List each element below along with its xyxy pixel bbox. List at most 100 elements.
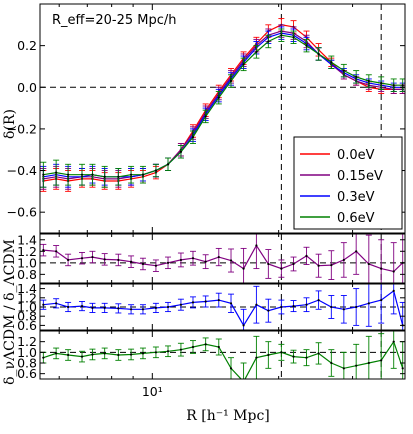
data-point (292, 262, 295, 266)
data-point (91, 173, 94, 176)
y-tick-label: 0.0 (17, 80, 37, 95)
data-point (229, 259, 233, 262)
data-point (117, 307, 120, 310)
data-point (280, 267, 283, 270)
data-point (191, 301, 195, 304)
data-point (229, 302, 233, 305)
data-point (129, 353, 133, 356)
data-point (66, 305, 70, 309)
data-point (179, 348, 183, 351)
series-group (40, 234, 405, 283)
data-point (267, 353, 270, 357)
data-point (42, 303, 45, 306)
data-point (305, 44, 308, 47)
legend-label: 0.3eV (337, 190, 375, 205)
y-tick-label: −0.2 (7, 121, 37, 136)
data-point (242, 267, 245, 270)
data-point (91, 255, 94, 259)
data-point (280, 305, 283, 309)
data-point (166, 305, 170, 309)
series-line (43, 340, 404, 379)
data-point (179, 303, 183, 306)
data-point (267, 262, 270, 266)
data-point (129, 260, 133, 263)
data-point (204, 260, 207, 263)
top-panel-frame (39, 3, 406, 234)
data-point (141, 352, 145, 355)
data-point (66, 258, 70, 262)
y-tick-label: 0.6 (17, 366, 37, 381)
data-point (342, 258, 345, 262)
y-tick-label: 0.8 (17, 356, 37, 371)
ratio-panel-015ev: 0.81.01.21.4 (17, 232, 406, 284)
data-point (317, 299, 320, 302)
data-point (280, 351, 283, 354)
data-point (55, 302, 58, 305)
ratio-panel-frame (39, 330, 406, 380)
data-point (80, 173, 84, 176)
data-point (355, 250, 358, 253)
data-point (305, 356, 308, 359)
data-point (117, 175, 120, 178)
data-point (42, 356, 45, 359)
data-point (154, 169, 158, 172)
data-point (355, 75, 358, 78)
data-point (229, 367, 233, 370)
data-point (380, 299, 383, 302)
y-tick-label: 1.2 (17, 244, 37, 259)
data-point (217, 345, 220, 349)
data-point (367, 79, 370, 83)
data-point (154, 264, 158, 267)
data-point (255, 356, 258, 359)
data-point (355, 305, 358, 309)
data-point (317, 264, 320, 267)
data-point (204, 300, 207, 303)
data-point (129, 308, 133, 311)
data-point (55, 352, 58, 355)
y-tick-label: 1.4 (17, 232, 37, 247)
data-point (204, 115, 207, 118)
data-point (103, 258, 106, 261)
y-tick-label: 1.0 (17, 300, 37, 315)
y-tick-label: 0.6 (17, 318, 37, 333)
y-tick-label: 1.2 (17, 290, 37, 305)
data-point (55, 171, 58, 174)
data-point (103, 352, 106, 355)
data-point (317, 352, 320, 355)
y-tick-label: −0.4 (7, 163, 37, 178)
data-point (80, 355, 84, 358)
data-point (317, 52, 320, 56)
data-point (154, 351, 158, 354)
legend-label: 0.0eV (337, 148, 375, 163)
data-point (80, 257, 84, 260)
top-ylabel: δ(R) (2, 109, 18, 139)
series-line (43, 289, 404, 327)
data-point (380, 359, 383, 362)
annotation-label: R_eff=20-25 Mpc/h (52, 13, 177, 28)
data-point (217, 96, 220, 99)
data-point (91, 306, 94, 310)
data-point (380, 82, 383, 85)
data-point (342, 69, 345, 72)
data-point (280, 34, 283, 37)
series-line (43, 34, 403, 178)
data-point (255, 50, 258, 53)
y-tick-label: −0.6 (7, 205, 37, 220)
data-point (117, 353, 120, 357)
data-point (66, 173, 70, 176)
series-group (40, 284, 405, 330)
y-tick-label: 1.4 (17, 281, 37, 296)
data-point (401, 367, 404, 370)
x-axis-label: R [h⁻¹ Mpc] (186, 408, 270, 424)
data-point (141, 308, 145, 311)
data-point (342, 308, 345, 311)
data-point (179, 258, 183, 262)
ratio-panel-06ev: 0.60.81.01.2 (17, 330, 406, 381)
ratio-ylabel: δ_νΛCDM / δ_ΛCDM (2, 239, 18, 385)
data-point (191, 345, 195, 349)
data-point (267, 40, 270, 43)
legend-label: 0.15eV (337, 169, 383, 184)
data-point (330, 264, 333, 267)
data-point (129, 173, 133, 176)
